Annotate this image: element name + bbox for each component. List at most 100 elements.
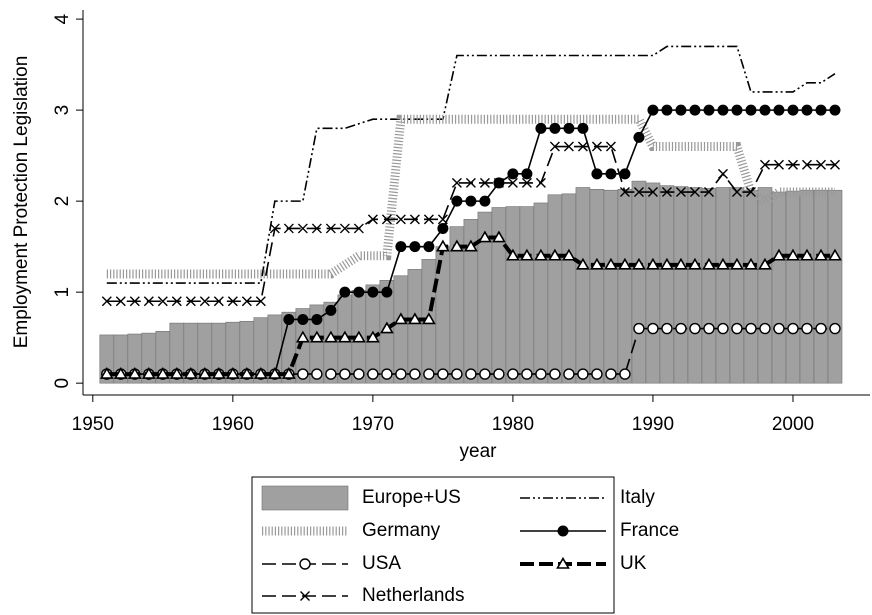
marker xyxy=(717,168,728,179)
marker xyxy=(815,104,827,116)
line xyxy=(106,235,835,377)
bar xyxy=(533,202,549,384)
line xyxy=(106,114,835,279)
marker xyxy=(731,187,742,198)
marker xyxy=(619,187,630,198)
marker xyxy=(283,223,294,234)
marker xyxy=(689,187,700,198)
bar xyxy=(393,275,409,384)
marker xyxy=(225,366,240,379)
marker xyxy=(744,257,758,270)
marker xyxy=(381,286,393,298)
marker xyxy=(309,330,324,343)
marker xyxy=(703,104,715,116)
marker xyxy=(772,248,786,261)
marker xyxy=(535,122,547,134)
marker xyxy=(577,122,589,134)
marker xyxy=(619,368,631,380)
marker xyxy=(745,104,757,116)
marker xyxy=(562,248,576,261)
marker xyxy=(801,104,813,116)
marker xyxy=(365,330,380,343)
marker xyxy=(451,177,462,188)
marker xyxy=(605,368,617,380)
marker xyxy=(311,368,323,380)
marker xyxy=(716,257,730,270)
bar xyxy=(659,185,675,384)
marker xyxy=(171,296,182,307)
marker xyxy=(395,214,406,225)
marker xyxy=(115,296,126,307)
bar xyxy=(645,182,661,384)
marker xyxy=(311,313,323,325)
marker xyxy=(351,330,366,343)
marker xyxy=(619,168,631,180)
marker xyxy=(661,104,673,116)
marker xyxy=(300,591,310,601)
marker xyxy=(647,104,659,116)
legend-label: Italy xyxy=(620,487,655,508)
marker xyxy=(521,177,532,188)
marker xyxy=(633,322,645,335)
marker xyxy=(339,368,351,380)
marker xyxy=(549,122,561,134)
marker xyxy=(787,159,798,170)
marker xyxy=(801,322,813,335)
marker xyxy=(759,322,771,335)
marker xyxy=(591,141,602,152)
marker xyxy=(381,214,392,225)
marker xyxy=(591,368,603,380)
marker xyxy=(297,313,309,325)
marker xyxy=(393,312,408,325)
marker xyxy=(563,368,575,380)
marker xyxy=(323,330,338,343)
marker xyxy=(353,368,365,380)
marker xyxy=(99,366,114,379)
marker xyxy=(661,187,672,198)
marker xyxy=(787,322,799,335)
marker xyxy=(786,248,800,261)
marker xyxy=(409,214,420,225)
marker xyxy=(506,248,520,261)
bar xyxy=(715,187,731,384)
marker xyxy=(731,322,743,335)
marker xyxy=(604,257,618,270)
marker xyxy=(548,248,562,261)
marker xyxy=(211,366,226,379)
marker xyxy=(423,214,434,225)
legend-label: USA xyxy=(362,553,401,574)
marker xyxy=(451,195,463,207)
marker xyxy=(267,366,282,379)
marker xyxy=(829,104,841,116)
marker xyxy=(493,177,504,188)
marker xyxy=(311,223,322,234)
marker xyxy=(689,104,701,116)
marker xyxy=(422,312,436,325)
marker xyxy=(675,322,687,335)
marker xyxy=(367,214,378,225)
marker xyxy=(577,368,589,380)
marker xyxy=(465,195,477,207)
marker xyxy=(325,304,337,316)
marker xyxy=(549,141,560,152)
marker xyxy=(241,296,252,307)
marker xyxy=(815,322,827,335)
marker xyxy=(141,366,156,379)
marker xyxy=(255,296,266,307)
marker xyxy=(436,239,450,252)
bar xyxy=(631,180,647,384)
marker xyxy=(479,195,491,207)
bar xyxy=(617,189,633,384)
marker xyxy=(379,321,394,334)
bar xyxy=(575,187,591,384)
x-tick-label: 1990 xyxy=(632,414,674,435)
legend-swatch xyxy=(261,485,349,511)
marker xyxy=(437,214,448,225)
marker xyxy=(675,104,687,116)
marker xyxy=(367,286,379,298)
marker xyxy=(253,366,268,379)
marker xyxy=(227,296,238,307)
marker xyxy=(297,368,309,380)
marker xyxy=(339,223,350,234)
